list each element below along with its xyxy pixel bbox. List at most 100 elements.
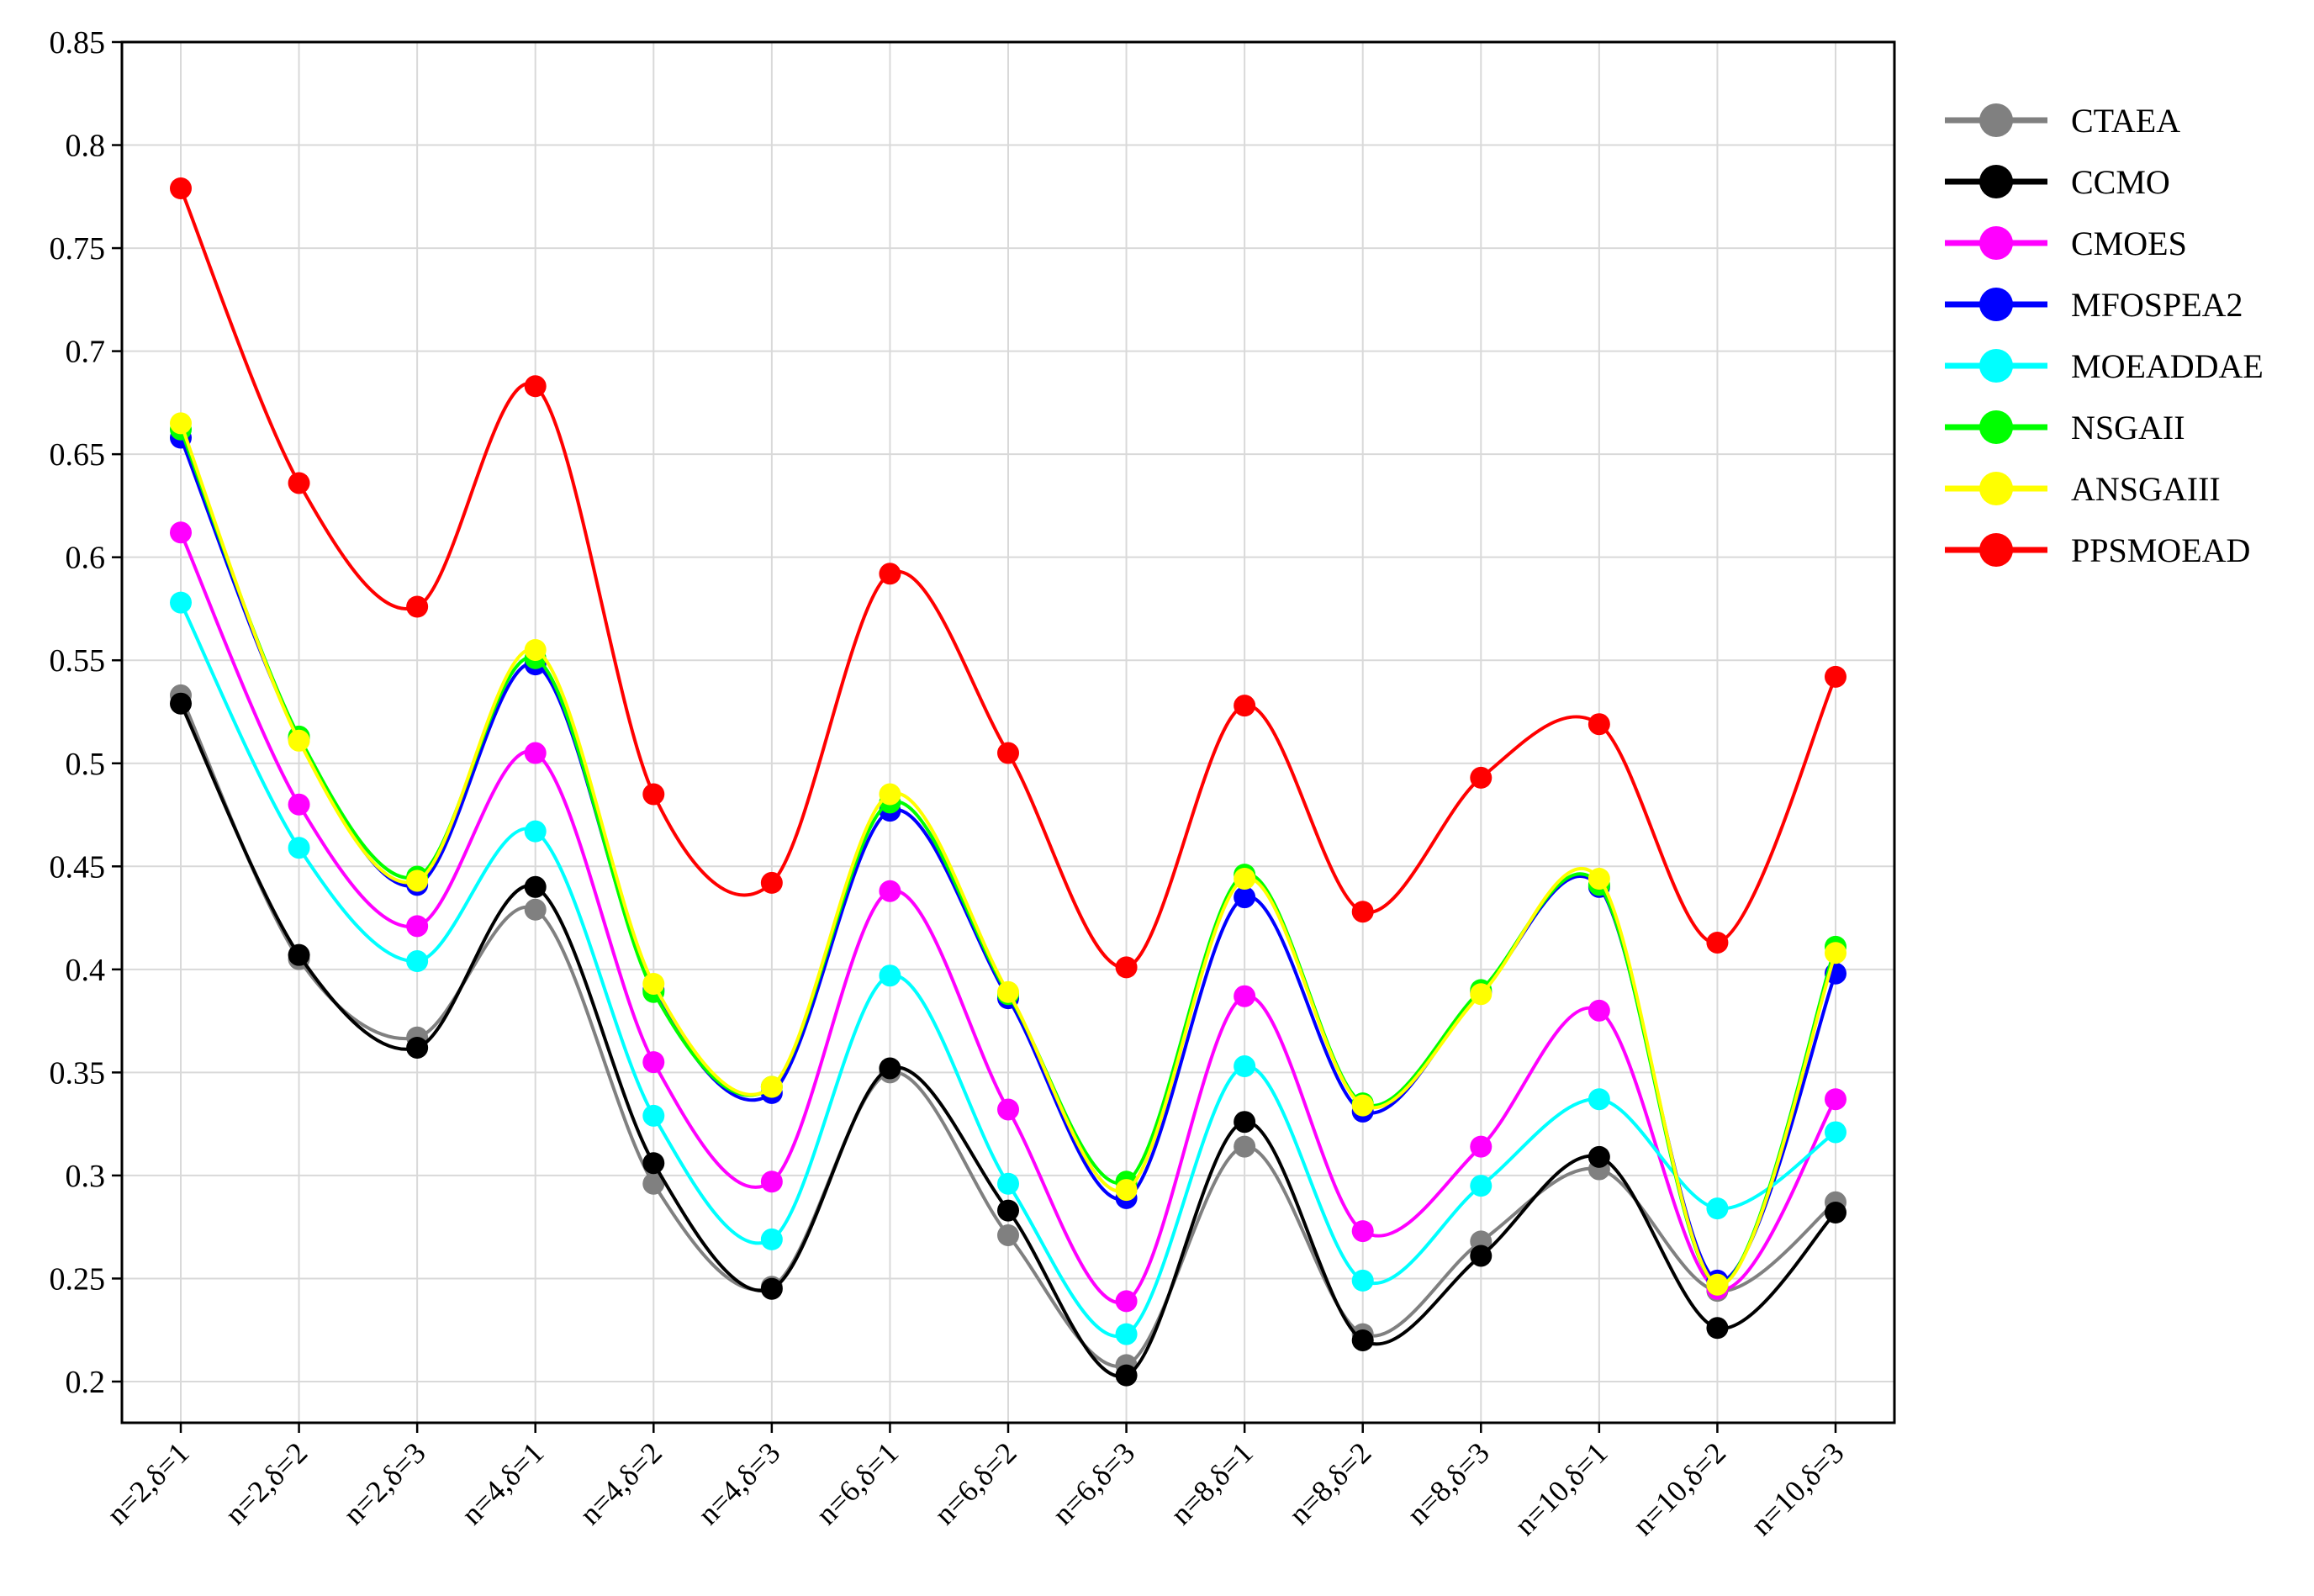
data-point [1470, 1245, 1492, 1267]
data-point [879, 783, 901, 806]
legend-item-moeaddae: MOEADDAE [1945, 347, 2264, 385]
series-ccmo [170, 692, 1846, 1387]
data-point [288, 837, 310, 859]
data-point [1351, 1329, 1374, 1351]
legend-item-ppsmoead: PPSMOEAD [1945, 531, 2250, 569]
data-point [760, 1277, 783, 1300]
y-tick-label: 0.2 [66, 1365, 106, 1400]
y-tick-label: 0.25 [50, 1261, 106, 1297]
plot-frame [120, 40, 1896, 1424]
data-point [879, 880, 901, 902]
y-tick-label: 0.7 [66, 335, 106, 370]
data-point [288, 729, 310, 752]
y-tick-label: 0.6 [66, 541, 106, 576]
legend-swatch-marker [1979, 410, 2013, 444]
legend-label: NSGAII [2071, 409, 2185, 447]
legend-swatch-marker [1979, 533, 2013, 567]
y-tick-label: 0.3 [66, 1159, 106, 1194]
data-point [1706, 1197, 1729, 1220]
data-point [1470, 983, 1492, 1006]
data-point [1234, 695, 1256, 717]
series-moeaddae [170, 591, 1846, 1345]
data-point [1234, 1055, 1256, 1078]
series-line [179, 601, 1837, 1338]
legend-item-ctaea: CTAEA [1945, 102, 2180, 140]
y-tick-label: 0.8 [66, 129, 106, 164]
y-tick-label: 0.45 [50, 849, 106, 885]
data-point [524, 875, 547, 898]
legend-swatch-marker [1979, 226, 2013, 260]
data-point [1234, 1135, 1256, 1158]
legend-swatch-marker [1979, 288, 2013, 321]
data-point [1234, 1111, 1256, 1134]
data-point [642, 783, 665, 806]
data-point [760, 1228, 783, 1250]
data-point [524, 898, 547, 921]
data-point [1588, 1145, 1610, 1168]
data-point [1115, 1179, 1138, 1202]
y-tick-label: 0.85 [50, 25, 106, 61]
y-tick-label: 0.75 [50, 231, 106, 267]
data-point [997, 742, 1019, 764]
data-point [879, 964, 901, 987]
legend-label: ANSGAIII [2071, 470, 2221, 508]
legend-label: CCMO [2071, 163, 2170, 201]
data-point [997, 1199, 1019, 1222]
data-point [1825, 1121, 1846, 1144]
data-point [170, 412, 192, 435]
data-point [1234, 985, 1256, 1007]
legend-swatch-marker [1979, 472, 2013, 505]
series-line [179, 702, 1837, 1378]
data-point [1706, 1317, 1729, 1340]
data-point [1470, 1135, 1492, 1158]
data-point [1825, 665, 1846, 688]
data-point [406, 869, 429, 892]
data-point [288, 793, 310, 816]
data-point [524, 638, 547, 661]
legend-label: CMOES [2071, 225, 2187, 262]
series-cmoes [170, 521, 1846, 1313]
legend-label: CTAEA [2071, 102, 2180, 140]
data-point [288, 943, 310, 966]
y-tick-label: 0.4 [66, 953, 106, 988]
legend-item-ccmo: CCMO [1945, 163, 2170, 201]
data-point [1115, 1364, 1138, 1387]
data-point [1470, 766, 1492, 789]
data-point [642, 1152, 665, 1175]
data-point [1115, 1290, 1138, 1313]
series-ansgaiii [170, 412, 1846, 1296]
data-point [1825, 1088, 1846, 1111]
data-point [1588, 999, 1610, 1022]
data-point [1825, 942, 1846, 964]
series-layer [170, 177, 1846, 1387]
data-point [997, 1098, 1019, 1121]
data-point [997, 980, 1019, 1003]
legend: CTAEA CCMO CMOES MFOSPEA2 MOEADDAE NSGAII ANSG… [1945, 102, 2264, 569]
data-point [1234, 886, 1256, 909]
data-point [1706, 931, 1729, 954]
data-point [288, 472, 310, 494]
data-point [1588, 868, 1610, 890]
legend-item-ansgaiii: ANSGAIII [1945, 470, 2221, 508]
data-point [997, 1172, 1019, 1195]
data-point [1234, 868, 1256, 890]
y-tick-label: 0.35 [50, 1055, 106, 1091]
legend-swatch-marker [1979, 165, 2013, 198]
data-point [170, 521, 192, 544]
data-point [170, 177, 192, 200]
data-point [406, 595, 429, 618]
data-point [406, 1036, 429, 1059]
data-point [642, 1104, 665, 1127]
series-ppsmoead [170, 177, 1846, 979]
data-point [1351, 901, 1374, 923]
legend-swatch-marker [1979, 103, 2013, 137]
data-point [1115, 1323, 1138, 1345]
data-point [642, 972, 665, 995]
data-point [524, 820, 547, 843]
data-point [1470, 1175, 1492, 1197]
data-point [1351, 1220, 1374, 1243]
data-point [406, 950, 429, 973]
data-point [1588, 713, 1610, 736]
